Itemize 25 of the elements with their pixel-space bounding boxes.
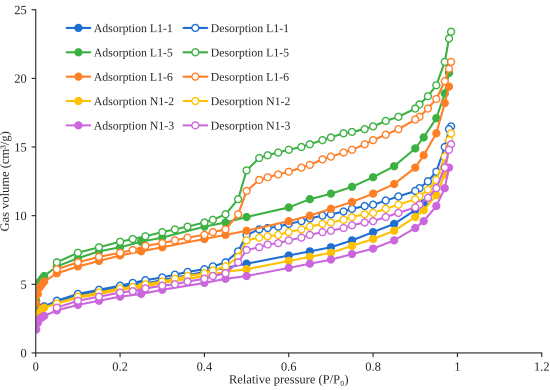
y-tick-label: 15 (15, 143, 26, 152)
legend-label: Desorption N1-2 (211, 97, 290, 108)
y-tick-label: 20 (14, 74, 26, 83)
x-axis-title: Relative pressure (P/P₀) (229, 374, 348, 386)
legend-label: Adsorption L1-1 (94, 24, 172, 35)
x-tick-label: 1.2 (535, 362, 549, 371)
legend-label: Adsorption L1-5 (94, 48, 172, 59)
x-tick-label: 0 (33, 362, 38, 371)
y-axis-title: Gas volume (cm³/g) (0, 132, 12, 231)
x-tick-label: 0.2 (112, 362, 128, 371)
legend-label: Desorption L1-6 (211, 72, 289, 84)
legend-label: Adsorption L1-6 (94, 72, 172, 84)
legend-label: Adsorption N1-3 (94, 121, 174, 132)
y-tick-label: 5 (21, 280, 26, 289)
y-tick-label: 10 (15, 212, 26, 220)
legend-label: Adsorption N1-2 (94, 96, 174, 108)
legend-label: Desorption L1-5 (211, 48, 289, 59)
x-tick-label: 0.6 (281, 362, 296, 371)
legend-label: Desorption N1-3 (211, 122, 290, 132)
x-tick-label: 0.8 (366, 362, 380, 371)
x-tick-label: 0.4 (197, 362, 212, 371)
y-tick-label: 25 (14, 6, 26, 14)
y-tick-label: 0 (20, 348, 26, 358)
x-tick-label: 1 (455, 362, 460, 371)
legend-label: Desorption L1-1 (211, 24, 288, 35)
